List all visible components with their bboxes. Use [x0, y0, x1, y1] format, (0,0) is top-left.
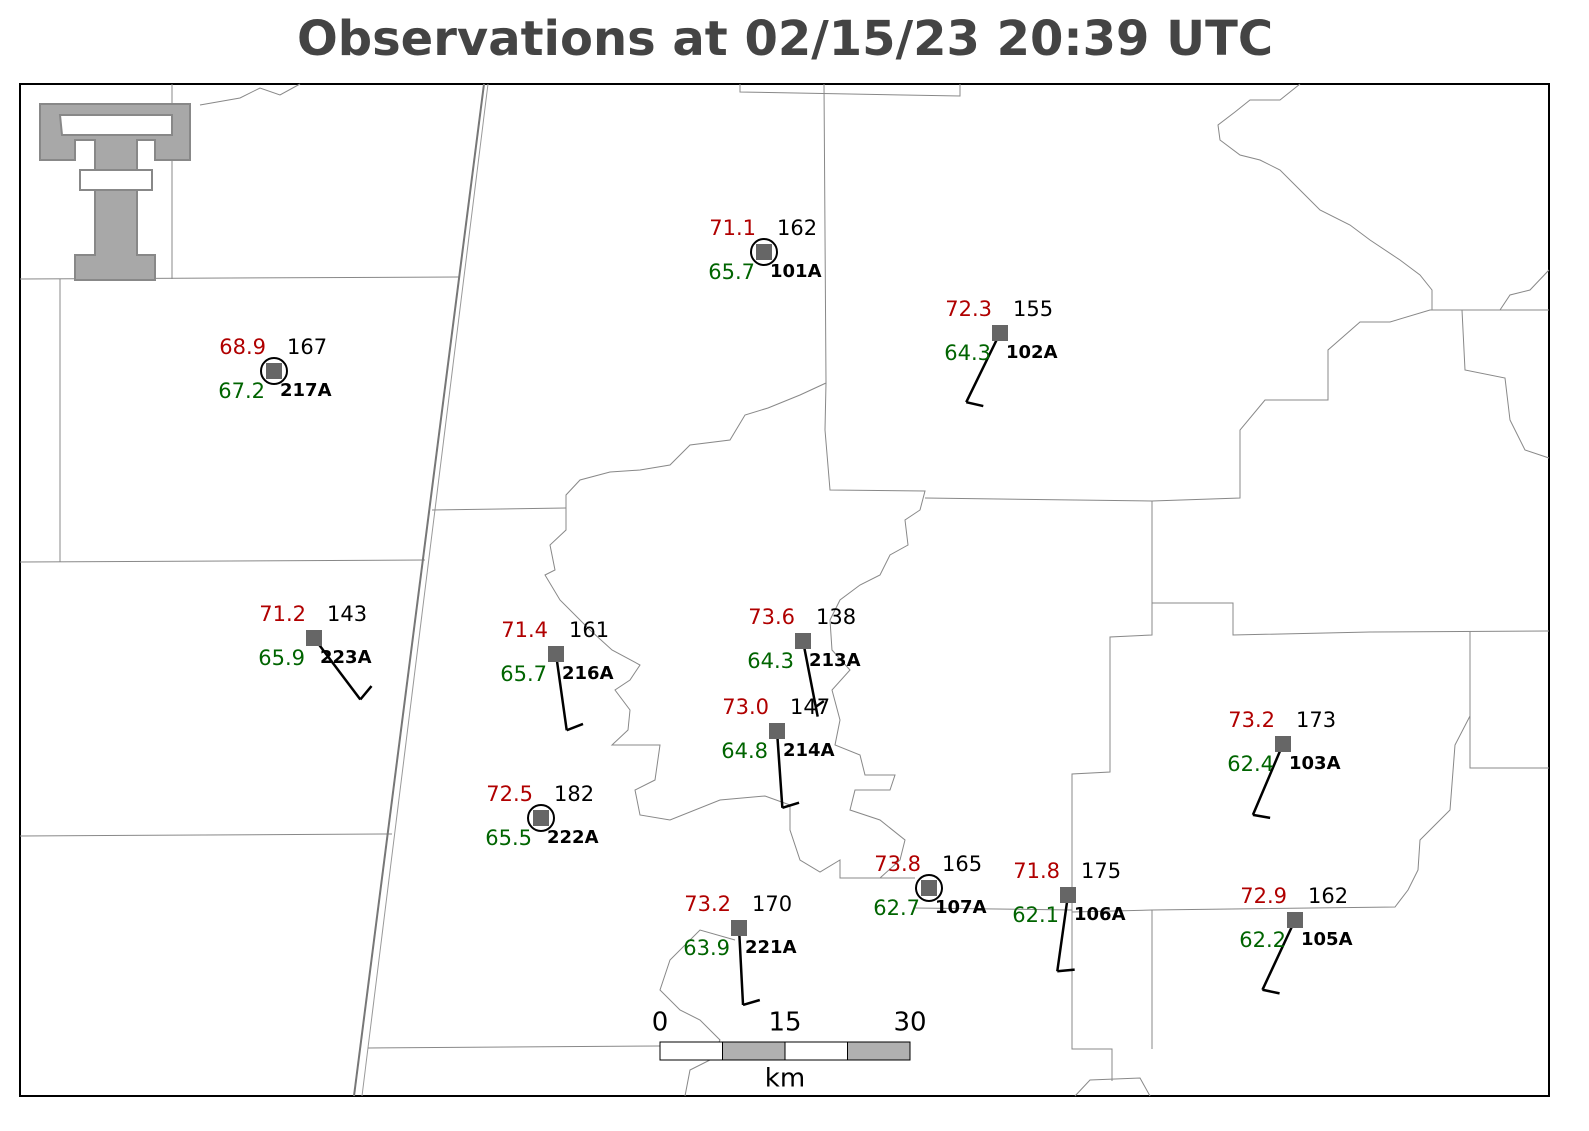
calm-circle	[527, 804, 555, 832]
calm-circle	[915, 874, 943, 902]
pressure: 162	[777, 216, 817, 240]
station-id: 101A	[770, 261, 822, 282]
station-id: 216A	[562, 663, 614, 684]
station-id: 106A	[1074, 904, 1126, 925]
temperature: 72.5	[486, 782, 533, 806]
scale-label: 30	[893, 1008, 926, 1038]
station-marker	[1060, 887, 1076, 903]
pressure: 138	[816, 605, 856, 629]
temperature: 73.6	[748, 605, 795, 629]
station-id: 222A	[547, 827, 599, 848]
logo	[39, 103, 191, 281]
temperature: 68.9	[219, 335, 266, 359]
pressure: 167	[287, 335, 327, 359]
pressure: 173	[1296, 708, 1336, 732]
title: Observations at 02/15/23 20:39 UTC	[297, 11, 1273, 67]
scale-label: 15	[768, 1008, 801, 1038]
pressure: 182	[554, 782, 594, 806]
dewpoint: 62.1	[1012, 903, 1059, 927]
dewpoint: 67.2	[218, 379, 265, 403]
temperature: 72.3	[945, 297, 992, 321]
pressure: 155	[1013, 297, 1053, 321]
boundaries	[19, 83, 1550, 1097]
station-id: 223A	[320, 647, 372, 668]
pressure: 147	[790, 695, 830, 719]
wind-barb	[965, 332, 1002, 408]
dewpoint: 65.5	[485, 826, 532, 850]
station-id: 103A	[1289, 753, 1341, 774]
dewpoint: 64.3	[944, 341, 991, 365]
station-id: 214A	[783, 740, 835, 761]
dewpoint: 63.9	[683, 936, 730, 960]
temperature: 71.4	[501, 618, 548, 642]
wind-barb	[1251, 743, 1285, 820]
dewpoint: 62.7	[873, 896, 920, 920]
calm-circle	[750, 238, 778, 266]
scale-label: 0	[652, 1008, 669, 1038]
dewpoint: 64.8	[721, 739, 768, 763]
pressure: 165	[942, 852, 982, 876]
station-id: 221A	[745, 937, 797, 958]
wind-barb	[737, 927, 761, 1007]
wind-barb	[1056, 894, 1075, 973]
dewpoint: 62.2	[1239, 928, 1286, 952]
station-marker	[795, 633, 811, 649]
temperature: 71.2	[259, 602, 306, 626]
station-marker	[756, 244, 772, 260]
station-marker	[266, 363, 282, 379]
station-marker	[731, 920, 747, 936]
temperature: 73.2	[684, 892, 731, 916]
temperature: 73.8	[874, 852, 921, 876]
wind-barb	[313, 637, 373, 701]
station-marker	[548, 646, 564, 662]
station-id: 107A	[935, 897, 987, 918]
dewpoint: 65.7	[708, 260, 755, 284]
station-marker	[306, 630, 322, 646]
temperature: 71.8	[1013, 859, 1060, 883]
pressure: 161	[569, 618, 609, 642]
dewpoint: 64.3	[747, 649, 794, 673]
wind-barb	[1261, 919, 1297, 995]
station-marker	[921, 880, 937, 896]
temperature: 73.0	[722, 695, 769, 719]
station-id: 217A	[280, 380, 332, 401]
station-marker	[992, 325, 1008, 341]
wind-barb	[775, 730, 800, 810]
temperature: 71.1	[709, 216, 756, 240]
station-id: 102A	[1006, 342, 1058, 363]
station-marker	[769, 723, 785, 739]
station-id: 105A	[1301, 929, 1353, 950]
station-marker	[1275, 736, 1291, 752]
temperature: 73.2	[1228, 708, 1275, 732]
pressure: 143	[327, 602, 367, 626]
scale-bar	[659, 1041, 911, 1061]
pressure: 175	[1081, 859, 1121, 883]
pressure: 170	[752, 892, 792, 916]
temperature: 72.9	[1240, 884, 1287, 908]
scale-unit: km	[765, 1064, 805, 1094]
station-marker	[533, 810, 549, 826]
dewpoint: 65.7	[500, 662, 547, 686]
wind-barb	[801, 640, 825, 717]
pressure: 162	[1308, 884, 1348, 908]
wind-barb	[554, 653, 584, 732]
station-id: 213A	[809, 650, 861, 671]
calm-circle	[260, 357, 288, 385]
dewpoint: 65.9	[258, 646, 305, 670]
station-marker	[1287, 912, 1303, 928]
dewpoint: 62.4	[1227, 752, 1274, 776]
